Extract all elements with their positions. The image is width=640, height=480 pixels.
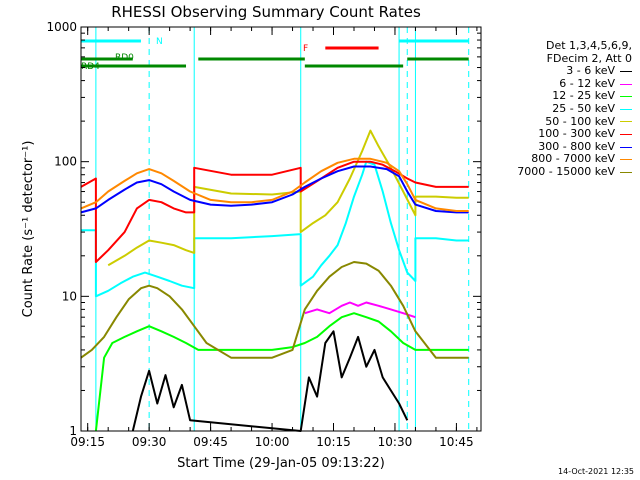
- series-line-4: [107, 129, 469, 267]
- y-tick-label: 1: [69, 424, 77, 438]
- footer-date: 14-Oct-2021 12:35: [558, 467, 634, 476]
- legend-swatch: [620, 146, 632, 148]
- legend-label: 50 - 100 keV: [545, 114, 615, 128]
- legend-item: 3 - 6 keV: [472, 65, 632, 78]
- legend-label: 6 - 12 keV: [559, 76, 615, 90]
- legend-label: 7000 - 15000 keV: [517, 164, 615, 178]
- plot-frame: [80, 26, 482, 432]
- legend-swatch: [620, 108, 632, 110]
- legend-label: 25 - 50 keV: [552, 101, 615, 115]
- legend-label: 800 - 7000 keV: [531, 152, 615, 166]
- data-series: [80, 129, 469, 432]
- legend-item: 50 - 100 keV: [472, 114, 632, 129]
- legend-item: 12 - 25 keV: [472, 90, 632, 103]
- x-tick-label: 10:30: [378, 435, 413, 449]
- y-tick-label: 100: [54, 155, 77, 169]
- series-line-1: [304, 301, 416, 319]
- series-line-0: [131, 330, 409, 432]
- legend-item: 800 - 7000 keV: [472, 153, 632, 166]
- legend-swatch: [620, 96, 632, 98]
- y-tick-label: 1000: [46, 20, 77, 34]
- flag-label-n: N: [156, 37, 163, 47]
- flag-label-rd4: RD4: [81, 62, 100, 72]
- x-axis-label: Start Time (29-Jan-05 09:13:22): [177, 456, 385, 471]
- legend-label: 3 - 6 keV: [566, 64, 615, 78]
- legend-header-2: FDecim 2, Att 0: [546, 51, 632, 65]
- legend-swatch: [620, 133, 632, 135]
- axes: 1 10 100 1000 09:15 09:30 09:45 10:00 10:15 10:30…: [46, 20, 481, 449]
- legend-item: 25 - 50 keV: [472, 101, 632, 116]
- x-tick-label: 10:15: [316, 435, 351, 449]
- x-tick-label: 09:15: [70, 435, 105, 449]
- legend-item: 300 - 800 keV: [472, 139, 632, 154]
- series-line-8: [80, 261, 469, 359]
- legend: Det 1,3,4,5,6,9, FDecim 2, Att 0 3 - 6 k…: [472, 39, 632, 179]
- legend-item: 7000 - 15000 keV: [472, 164, 632, 179]
- x-tick-label: 09:30: [132, 435, 167, 449]
- flag-label-rd0: RD0: [115, 53, 134, 63]
- vertical-markers: [80, 27, 470, 431]
- legend-header-1: Det 1,3,4,5,6,9,: [545, 39, 632, 52]
- flag-label-f: F: [303, 44, 308, 54]
- x-tick-label: 10:45: [439, 435, 474, 449]
- legend-item: 6 - 12 keV: [472, 76, 632, 91]
- y-axis-label: Count Rate (s⁻¹ detector⁻¹): [21, 141, 36, 318]
- legend-label: 12 - 25 keV: [552, 89, 615, 103]
- legend-swatch: [620, 83, 632, 85]
- y-tick-label: 10: [62, 289, 77, 303]
- flag-bars: N F RD0 RD4: [81, 37, 469, 72]
- chart-title: RHESSI Observing Summary Count Rates: [111, 3, 421, 21]
- series-line-3: [81, 160, 469, 298]
- x-tick-label: 09:45: [193, 435, 228, 449]
- legend-swatch: [620, 159, 632, 161]
- series-line-6: [80, 165, 469, 214]
- legend-swatch: [620, 171, 632, 173]
- legend-entries: 3 - 6 keV 6 - 12 keV 12 - 25 keV 25 - 50 ke…: [472, 65, 632, 178]
- legend-swatch: [620, 70, 632, 72]
- series-line-7: [80, 157, 469, 212]
- legend-item: 100 - 300 keV: [472, 128, 632, 141]
- series-line-2: [94, 312, 469, 432]
- legend-label: 100 - 300 keV: [538, 127, 615, 141]
- x-tick-label: 10:00: [255, 435, 290, 449]
- legend-label: 300 - 800 keV: [538, 139, 615, 153]
- legend-swatch: [620, 121, 632, 123]
